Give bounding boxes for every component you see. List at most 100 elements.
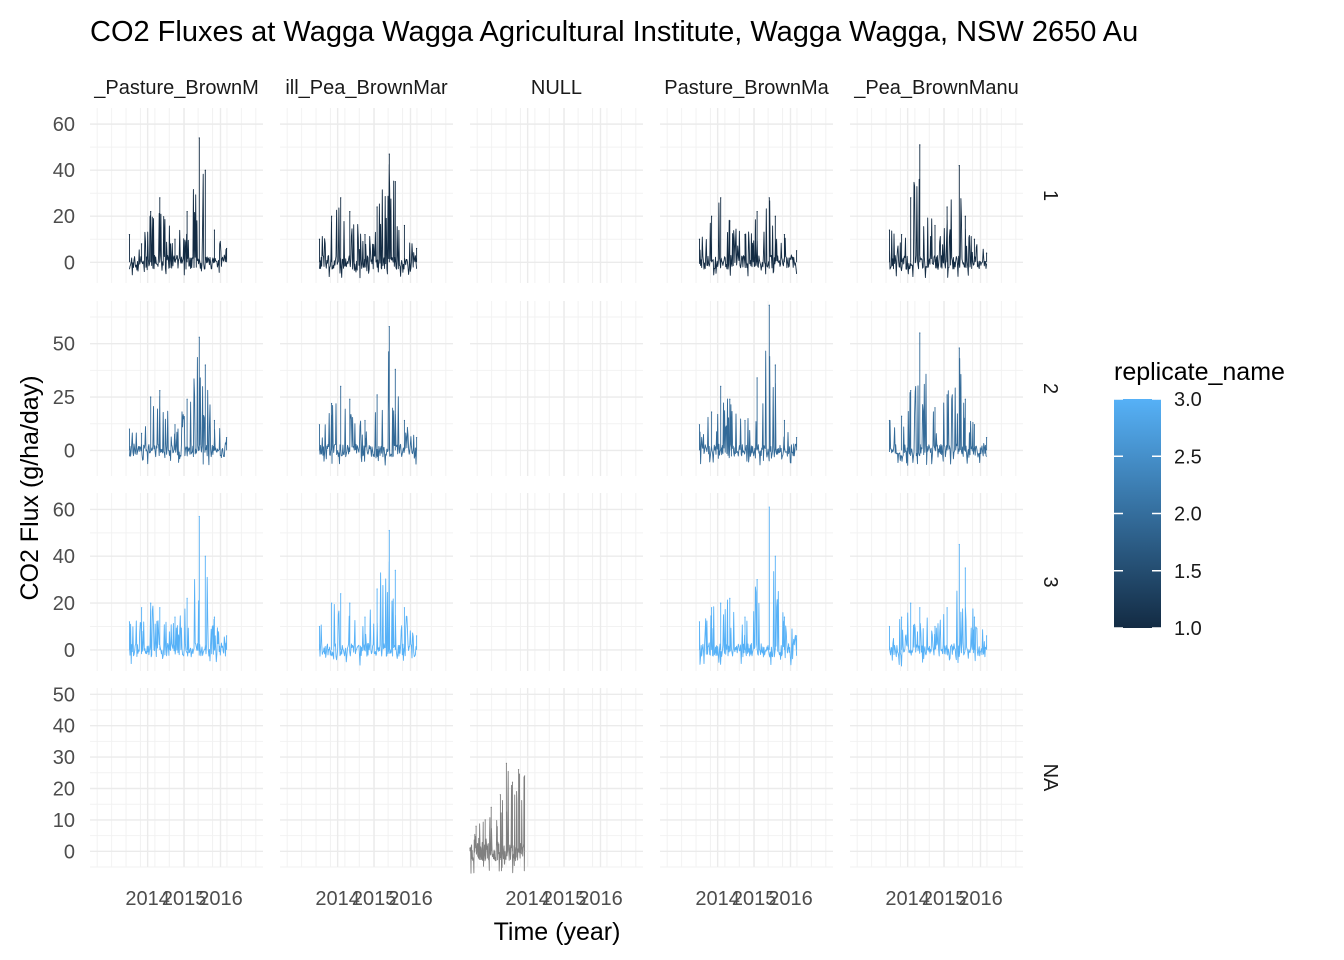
data-point (225, 247, 228, 250)
data-point (524, 775, 526, 777)
data-point (910, 197, 912, 199)
data-point (159, 390, 161, 392)
panel (470, 688, 643, 868)
data-point (128, 621, 131, 623)
row-strip-label: 2 (1039, 383, 1061, 394)
y-tick-label: 50 (53, 334, 75, 356)
data-point (517, 769, 520, 771)
data-point (768, 197, 770, 199)
data-point (198, 515, 200, 518)
data-point (756, 579, 758, 581)
data-point (394, 181, 396, 183)
y-tick-label: 40 (53, 716, 75, 738)
row-strip-label: NA (1039, 764, 1061, 792)
y-tick-label: 0 (64, 841, 75, 863)
series-line (699, 305, 798, 466)
data-point (174, 424, 176, 426)
data-point (768, 304, 770, 306)
x-tick-label: 2015 (922, 888, 967, 910)
data-point (415, 436, 418, 439)
legend-label: 3.0 (1174, 389, 1202, 411)
series-line (319, 326, 418, 466)
data-point (910, 390, 912, 392)
panel (90, 108, 263, 283)
data-point (349, 398, 351, 400)
data-point (985, 252, 988, 254)
x-tick-label: 2016 (768, 888, 813, 910)
series-line (129, 137, 228, 276)
data-point (888, 419, 891, 422)
series-line (699, 197, 798, 277)
x-tick-label: 2016 (578, 888, 623, 910)
data-point (900, 415, 903, 417)
data-point (934, 407, 936, 409)
column-strip-label: Pasture_BrownMa (664, 77, 829, 99)
data-point (729, 220, 731, 222)
data-point (376, 394, 378, 396)
y-tick-label: 0 (64, 440, 75, 462)
data-point (985, 436, 988, 439)
panel (90, 688, 263, 868)
data-point (213, 616, 216, 618)
data-point (364, 234, 366, 236)
data-point (964, 215, 966, 217)
data-point (934, 224, 936, 227)
data-point (140, 432, 143, 434)
data-point (128, 428, 131, 430)
data-point (720, 197, 722, 199)
data-point (900, 234, 903, 236)
legend-label: 1.5 (1174, 561, 1202, 583)
y-tick-label: 20 (53, 778, 75, 800)
data-point (744, 234, 746, 236)
column-strip-label: _Pasture_BrownM (93, 77, 259, 99)
data-point (698, 424, 701, 426)
data-point (744, 419, 746, 422)
x-tick-label: 2014 (315, 888, 360, 910)
panel (850, 301, 1023, 476)
data-point (919, 144, 921, 146)
data-point (795, 250, 798, 252)
panel (90, 301, 263, 476)
data-point (710, 607, 713, 609)
data-point (318, 424, 321, 426)
data-point (403, 224, 406, 227)
data-point (376, 206, 378, 208)
y-tick-label: 10 (53, 810, 75, 832)
data-point (511, 781, 514, 783)
data-point (958, 347, 960, 349)
panel (850, 493, 1023, 671)
y-tick-label: 60 (53, 114, 75, 136)
data-point (910, 602, 912, 604)
x-tick-label: 2015 (542, 888, 587, 910)
data-point (774, 555, 776, 557)
data-point (973, 424, 976, 426)
series-line (129, 337, 228, 466)
data-point (388, 326, 390, 328)
panel (280, 688, 453, 868)
y-tick-label: 50 (53, 684, 75, 706)
row-strip-label: 3 (1039, 576, 1061, 587)
data-point (783, 419, 786, 422)
data-point (349, 211, 351, 213)
column-strip-label: _Pea_BrownManu (853, 77, 1019, 99)
data-point (394, 569, 396, 571)
y-tick-label: 20 (53, 206, 75, 228)
panel (470, 301, 643, 476)
data-point (340, 197, 342, 199)
row-strip-label: 1 (1039, 190, 1061, 201)
data-point (204, 169, 206, 171)
data-point (964, 567, 966, 569)
data-point (958, 164, 960, 167)
x-tick-label: 2016 (388, 888, 433, 910)
panel (280, 301, 453, 476)
data-point (888, 625, 891, 628)
x-tick-label: 2016 (958, 888, 1003, 910)
data-point (946, 206, 948, 208)
panel (470, 108, 643, 283)
data-point (150, 211, 152, 213)
data-point (484, 819, 486, 821)
data-point (364, 616, 366, 618)
data-point (403, 419, 406, 422)
data-point (388, 529, 390, 532)
